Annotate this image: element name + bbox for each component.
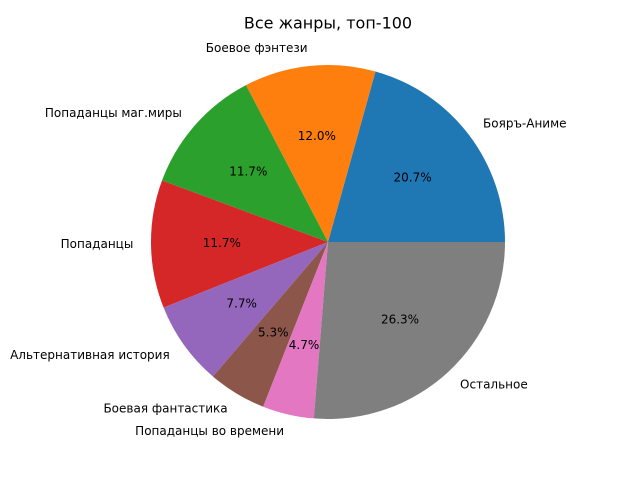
wedge-label: Альтернативная история (10, 348, 170, 362)
pie-wedge (313, 242, 505, 420)
percent-label: 26.3% (381, 313, 419, 327)
wedge-label: Попаданцы во времени (135, 424, 284, 438)
wedge-label: Остальное (460, 378, 528, 392)
wedge-label: Боевое фэнтези (206, 41, 308, 55)
pie-wedge (150, 180, 328, 308)
percent-label: 20.7% (394, 170, 432, 184)
percent-label: 4.7% (289, 338, 320, 352)
wedge-label: Попаданцы маг.миры (45, 106, 182, 120)
percent-label: 7.7% (226, 296, 257, 310)
wedge-label: Боевая фантастика (103, 401, 227, 415)
percent-label: 11.7% (203, 236, 241, 250)
percent-label: 11.7% (229, 164, 267, 178)
pie-wedge (245, 64, 376, 242)
chart-title: Все жанры, топ-100 (244, 14, 412, 33)
wedge-label: Попаданцы (61, 237, 134, 251)
pie-wedge (212, 242, 328, 407)
percent-label: 12.0% (298, 129, 336, 143)
pie-wedge (162, 85, 328, 242)
pie-wedge (163, 242, 328, 377)
percent-label: 5.3% (258, 326, 289, 340)
pie-wedge (328, 71, 505, 242)
pie-wedge (263, 242, 328, 419)
wedge-label: Бояръ-Аниме (483, 117, 567, 131)
